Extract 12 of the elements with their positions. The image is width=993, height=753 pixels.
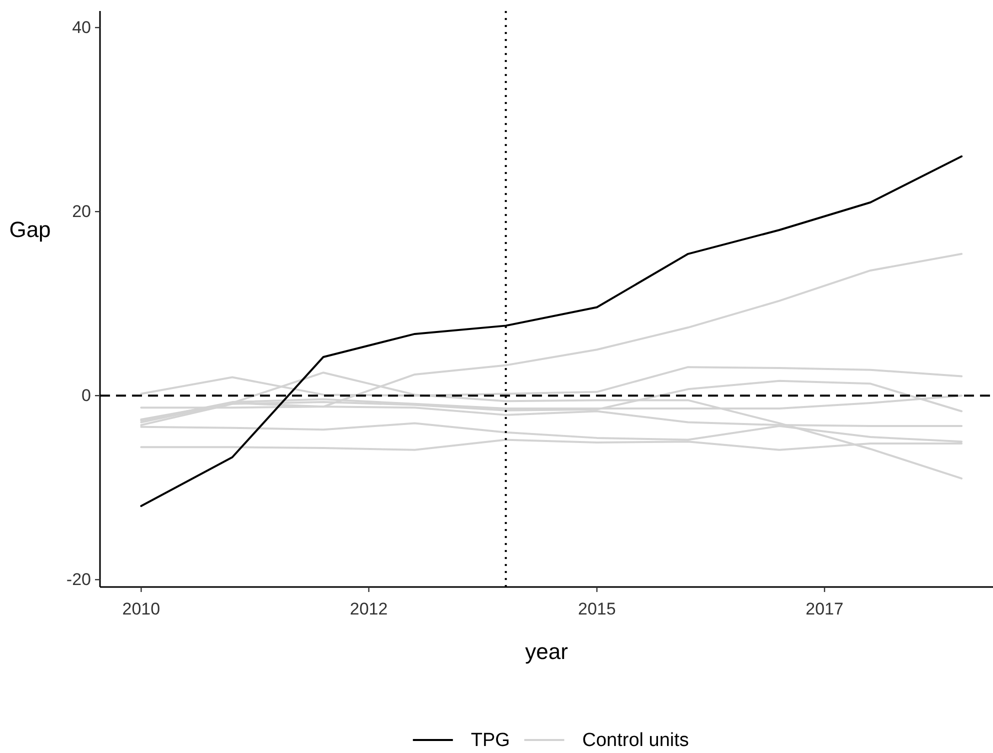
y-tick-label: 40 — [72, 18, 91, 38]
legend-label: Control units — [582, 730, 689, 750]
y-tick-label: 20 — [72, 202, 91, 222]
x-tick-label: 2015 — [578, 600, 616, 618]
x-axis-title: year — [525, 638, 568, 664]
y-axis-title: Gap — [9, 216, 51, 242]
x-tick-label: 2012 — [350, 600, 388, 618]
x-tick-label: 2017 — [806, 600, 844, 618]
y-tick-label: 0 — [82, 386, 91, 406]
legend-label: TPG — [470, 730, 510, 750]
x-tick-label: 2010 — [122, 600, 160, 618]
y-tick-label: -20 — [66, 570, 91, 590]
